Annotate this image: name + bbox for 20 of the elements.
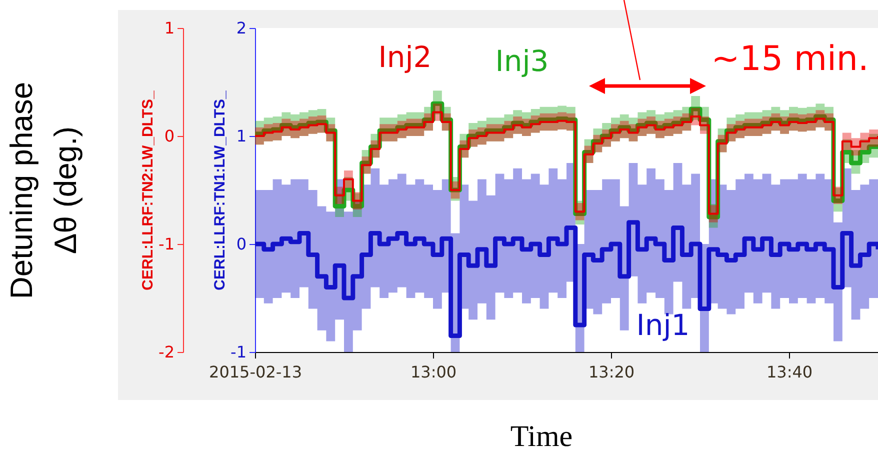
series-label: Inj1 — [636, 308, 690, 342]
text: Detuning phase Δθ (deg.) — [3, 80, 84, 301]
x-axis-title: Time — [509, 420, 574, 454]
x-tick-label: 13:00 — [410, 362, 457, 382]
x-tick-label: 2015-02-13 — [209, 362, 302, 382]
x-tick-label: 13:20 — [588, 362, 635, 382]
x-tick-label: 13:40 — [766, 362, 813, 382]
y-axis-title: CERL:LLRF:TN1:LW_DLTS_ — [212, 90, 229, 290]
y-tick-label: -1 — [230, 342, 246, 362]
y2-tick-label: -1 — [158, 234, 174, 254]
series-label: Inj3 — [495, 44, 549, 78]
series-label: Inj2 — [378, 40, 432, 74]
y-tick-label: 1 — [236, 126, 246, 146]
y2-tick-label: 1 — [164, 18, 174, 38]
y-tick-label: 2 — [236, 18, 246, 38]
y2-axis-title: CERL:LLRF:TN2:LW_DLTS_ — [140, 90, 157, 290]
y-tick-label: 0 — [236, 234, 246, 254]
annotation: ~15 min. — [711, 39, 869, 79]
y2-tick-label: -2 — [158, 342, 174, 362]
y2-tick-label: 0 — [164, 126, 174, 146]
